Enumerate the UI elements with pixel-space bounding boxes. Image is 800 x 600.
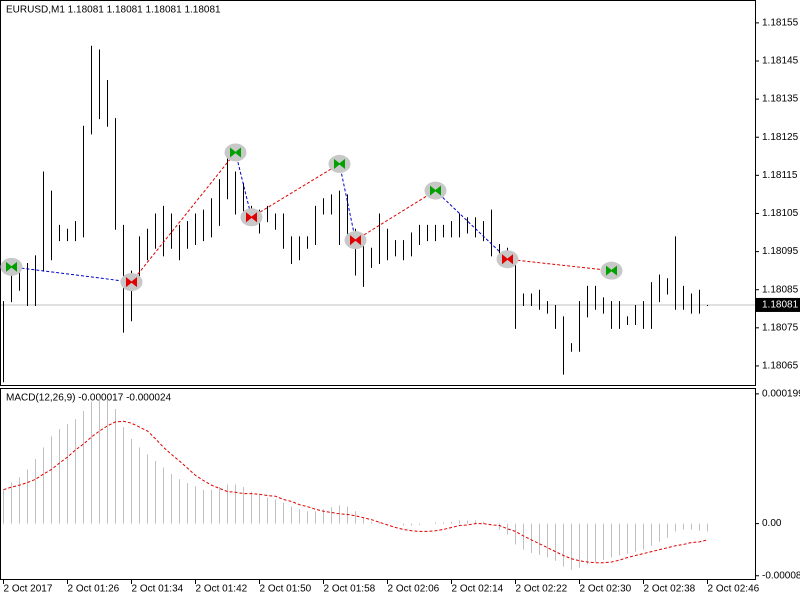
y-tick-label: 0.00 xyxy=(762,518,782,529)
trade-line xyxy=(339,163,356,241)
current-price-label: 1.18081 xyxy=(762,300,799,311)
y-tick-label: -0.00008 xyxy=(762,570,800,581)
x-tick-label: 2 Oct 01:42 xyxy=(196,584,248,595)
trade-marker xyxy=(334,158,345,169)
macd-title: MACD(12,26,9) -0.000017 -0.000024 xyxy=(6,393,172,404)
y-tick-label: 1.18115 xyxy=(762,170,798,181)
y-tick-label: 1.18155 xyxy=(762,18,799,29)
x-tick-label: 2 Oct 02:14 xyxy=(452,584,504,595)
trade-line xyxy=(11,266,132,283)
y-tick-label: 1.18065 xyxy=(762,361,799,372)
y-tick-label: 1.18075 xyxy=(762,322,799,333)
main-panel xyxy=(0,0,756,386)
x-tick-label: 2 Oct 01:26 xyxy=(68,584,120,595)
y-tick-label: 1.18085 xyxy=(762,284,799,295)
y-tick-label: 0.000199 xyxy=(762,389,800,400)
x-tick-label: 2 Oct 02:46 xyxy=(708,584,760,595)
x-tick-label: 2 Oct 2017 xyxy=(4,584,53,595)
trade-marker xyxy=(230,147,241,158)
x-tick-label: 2 Oct 02:22 xyxy=(516,584,568,595)
trade-marker xyxy=(6,261,17,272)
trade-marker xyxy=(502,254,513,265)
x-tick-label: 2 Oct 01:34 xyxy=(132,584,184,595)
trade-marker xyxy=(350,235,361,246)
current-price-box xyxy=(756,297,800,312)
trade-line xyxy=(251,163,340,218)
trade-line xyxy=(507,258,612,272)
y-tick-label: 1.18095 xyxy=(762,246,799,257)
x-tick-label: 2 Oct 01:50 xyxy=(260,584,312,595)
trade-marker xyxy=(246,212,257,223)
macd-panel xyxy=(0,388,756,580)
x-tick-label: 2 Oct 02:06 xyxy=(388,584,440,595)
x-tick-label: 2 Oct 02:30 xyxy=(580,584,632,595)
trade-marker xyxy=(606,265,617,276)
signal-line xyxy=(3,420,708,564)
x-tick-label: 2 Oct 01:58 xyxy=(324,584,376,595)
x-tick-label: 2 Oct 02:38 xyxy=(644,584,696,595)
y-tick-label: 1.18105 xyxy=(762,208,799,219)
y-tick-label: 1.18145 xyxy=(762,56,799,67)
trade-line xyxy=(235,152,252,218)
trade-marker xyxy=(430,185,441,196)
trade-line xyxy=(435,190,508,260)
main-title: EURUSD,M1 1.18081 1.18081 1.18081 1.1808… xyxy=(6,5,221,16)
y-tick-label: 1.18125 xyxy=(762,132,799,143)
trade-line xyxy=(355,190,436,241)
trade-line xyxy=(131,152,236,283)
trade-marker xyxy=(126,277,137,288)
y-tick-label: 1.18135 xyxy=(762,94,799,105)
